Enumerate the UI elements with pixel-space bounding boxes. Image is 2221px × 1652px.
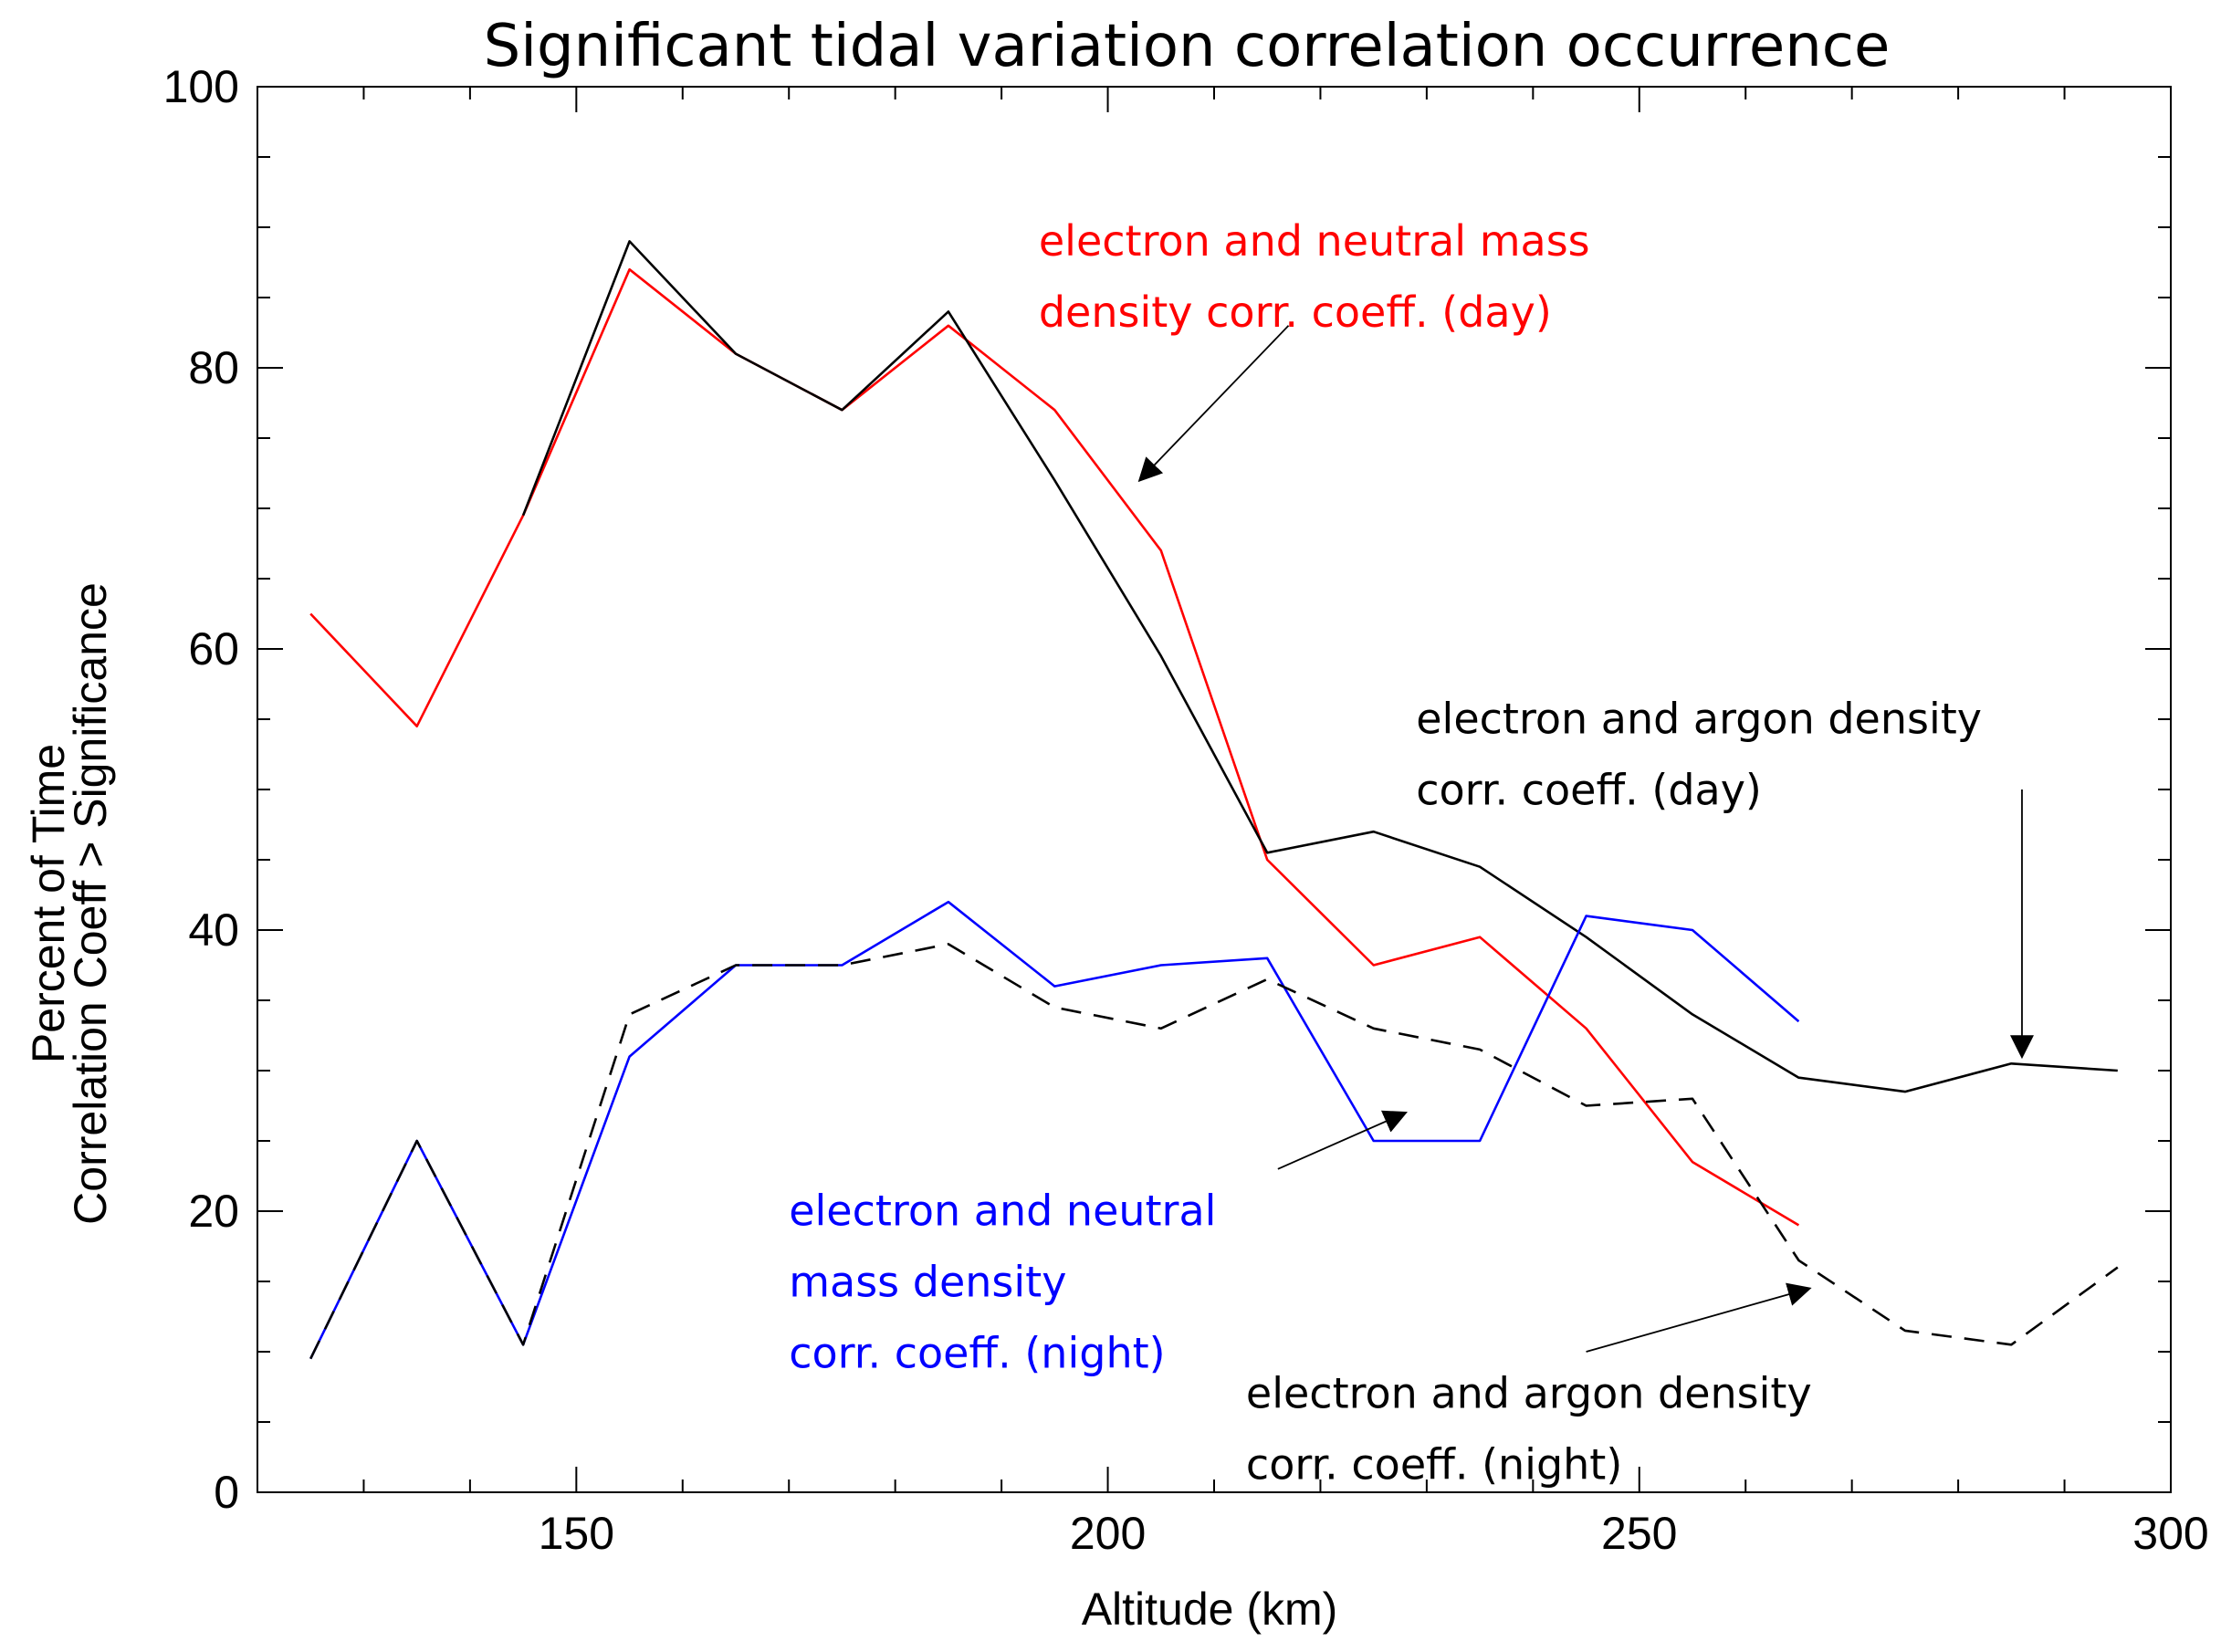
y-axis-label: Percent of Time Correlation Coeff > Sign… bbox=[23, 582, 116, 1225]
annotation-3-line-3: corr. coeff. (night) bbox=[789, 1328, 1165, 1377]
y-tick-label: 0 bbox=[214, 1467, 239, 1518]
annotation-2-line-1: electron and argon density bbox=[1416, 694, 1982, 743]
y-tick-label: 40 bbox=[188, 904, 239, 956]
y-tick-label: 60 bbox=[188, 623, 239, 674]
y-axis-label-line-2: Correlation Coeff > Significance bbox=[65, 582, 116, 1225]
y-tick-label: 100 bbox=[163, 61, 239, 112]
y-tick-label: 20 bbox=[188, 1186, 239, 1237]
y-tick-label: 80 bbox=[188, 342, 239, 393]
annotation-4-line-2: corr. coeff. (night) bbox=[1246, 1440, 1622, 1490]
annotations: electron and neutral mass density corr. c… bbox=[789, 216, 2034, 1490]
series-lines bbox=[309, 240, 2119, 1360]
annotation-3-line-2: mass density bbox=[789, 1257, 1066, 1306]
x-tick-label: 250 bbox=[1601, 1508, 1677, 1559]
x-tick-label: 200 bbox=[1070, 1508, 1146, 1559]
y-axis-label-line-1: Percent of Time bbox=[23, 744, 74, 1063]
x-axis-label: Altitude (km) bbox=[1082, 1584, 1338, 1635]
annotation-4-line-1: electron and argon density bbox=[1246, 1369, 1812, 1418]
chart-title: Significant tidal variation correlation … bbox=[484, 13, 1891, 80]
annotation-2-line-2: corr. coeff. (day) bbox=[1416, 765, 1762, 814]
series-line-1 bbox=[309, 267, 1800, 1227]
ticks: 150 200 250 300 0 20 40 60 80 100 bbox=[163, 61, 2209, 1559]
series-line-2 bbox=[521, 240, 2118, 1093]
annotation-3-line-1: electron and neutral bbox=[789, 1186, 1216, 1235]
annotation-arrow-3 bbox=[1277, 1110, 1408, 1170]
series-line-3 bbox=[309, 900, 1800, 1360]
annotation-1-line-1: electron and neutral mass bbox=[1039, 216, 1590, 266]
series-line-4 bbox=[309, 943, 2119, 1360]
x-tick-label: 300 bbox=[2132, 1508, 2208, 1559]
annotation-arrow-4 bbox=[1586, 1282, 1812, 1353]
x-tick-label: 150 bbox=[539, 1508, 614, 1559]
annotation-1-line-2: density corr. coeff. (day) bbox=[1039, 288, 1552, 337]
annotation-arrow-1 bbox=[1137, 325, 1290, 483]
